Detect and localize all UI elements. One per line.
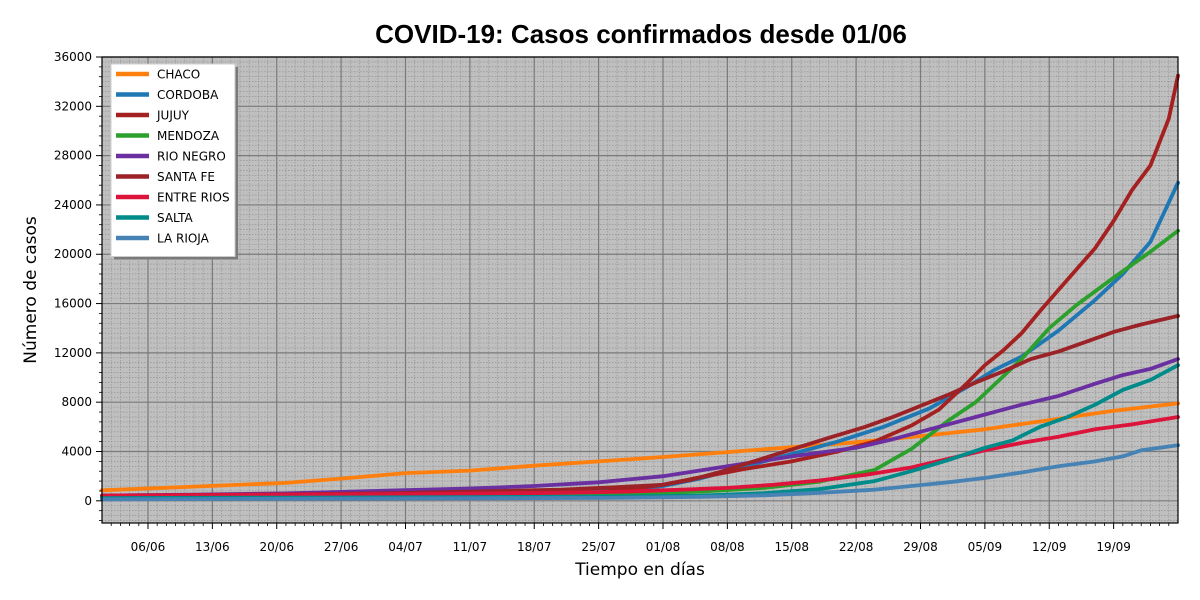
x-tick-label: 04/07	[388, 540, 423, 554]
legend-label: JUJUY	[156, 109, 190, 123]
series-line-entre-rios	[100, 415, 1180, 498]
y-tick-label: 28000	[54, 149, 92, 163]
series-line-mendoza	[100, 228, 1180, 499]
x-tick-label: 20/06	[259, 540, 294, 554]
chart-title: COVID-19: Casos confirmados desde 01/06	[375, 19, 907, 49]
y-tick-label: 8000	[61, 395, 92, 409]
y-axis-ticks: 0 4000 8000 12000 16000 20000 24000 28000 32000 3…	[54, 50, 102, 521]
x-tick-label: 18/07	[517, 540, 552, 554]
series-line-rio-negro	[100, 357, 1180, 498]
x-tick-label: 12/09	[1032, 540, 1067, 554]
x-tick-label: 15/08	[774, 540, 809, 554]
legend-label: MENDOZA	[157, 129, 220, 143]
y-axis-label: Número de casos	[21, 216, 41, 364]
series-line-chaco	[100, 401, 1180, 493]
y-tick-label: 20000	[54, 247, 92, 261]
x-tick-label: 06/06	[131, 540, 166, 554]
legend: CHACO CORDOBA JUJUY MENDOZA RIO NEGRO SANTA F…	[110, 63, 238, 260]
minor-grid	[102, 57, 1178, 523]
legend-label: LA RIOJA	[157, 232, 210, 246]
x-tick-label: 22/08	[839, 540, 874, 554]
x-tick-label: 01/08	[646, 540, 681, 554]
x-axis-ticks: 06/06 13/06 20/06 27/06 04/07 11/07 18/07 25/07…	[110, 523, 1170, 554]
legend-label: SANTA FE	[157, 170, 215, 184]
y-tick-label: 24000	[54, 198, 92, 212]
y-tick-label: 4000	[61, 444, 92, 458]
x-tick-label: 29/08	[903, 540, 938, 554]
x-tick-label: 11/07	[453, 540, 488, 554]
y-tick-label: 16000	[54, 297, 92, 311]
series-line-la-rioja	[100, 443, 1180, 502]
legend-label: RIO NEGRO	[157, 150, 226, 164]
y-tick-label: 32000	[54, 99, 92, 113]
y-tick-label: 0	[84, 494, 92, 508]
legend-label: SALTA	[157, 211, 193, 225]
x-tick-label: 08/08	[710, 540, 745, 554]
series-lines	[100, 73, 1180, 502]
x-axis-label: Tiempo en días	[574, 560, 705, 580]
y-tick-label: 12000	[54, 346, 92, 360]
x-tick-label: 27/06	[324, 540, 359, 554]
x-tick-label: 25/07	[581, 540, 616, 554]
y-tick-label: 36000	[54, 50, 92, 64]
legend-label: ENTRE RIOS	[157, 191, 230, 205]
x-tick-label: 13/06	[195, 540, 230, 554]
x-tick-label: 05/09	[968, 540, 1003, 554]
legend-label: CHACO	[157, 68, 200, 82]
legend-label: CORDOBA	[157, 88, 219, 102]
series-line-santa-fe	[100, 314, 1180, 498]
plot-area	[102, 57, 1178, 523]
x-tick-label: 19/09	[1096, 540, 1131, 554]
plot-frame	[101, 56, 1179, 524]
